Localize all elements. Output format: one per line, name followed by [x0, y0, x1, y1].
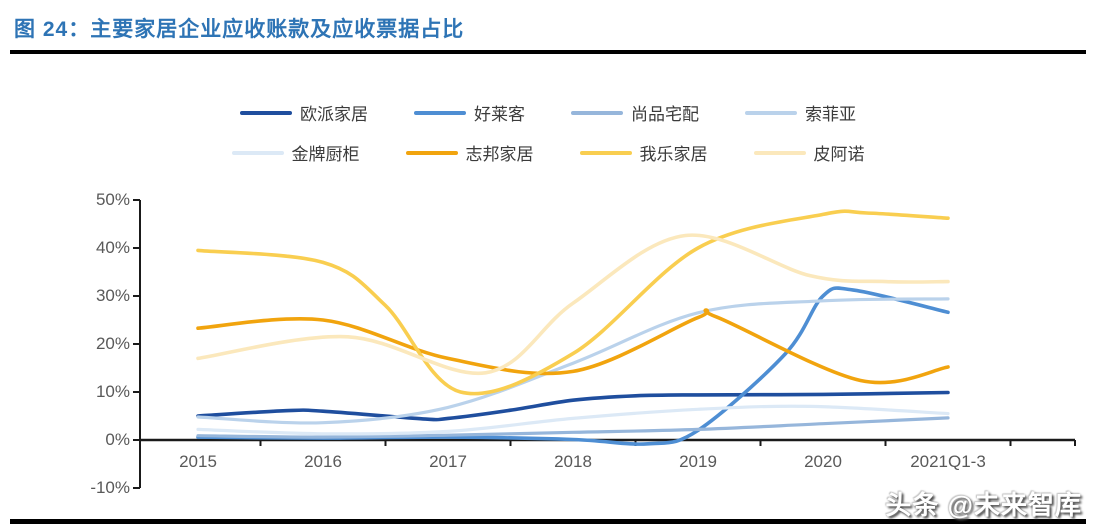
y-axis-label: 0%	[105, 430, 130, 449]
legend-swatch	[231, 150, 284, 155]
x-axis-label: 2020	[804, 452, 842, 471]
y-axis-label: 10%	[95, 382, 130, 401]
legend-swatch	[571, 110, 623, 115]
legend-swatch	[579, 150, 632, 155]
series-line-金牌厨柜	[196, 404, 950, 436]
chart-legend: 欧派家居 好莱客 尚品宅配 索菲亚金牌厨柜 志邦家居 我乐家居 皮阿诺	[0, 100, 1096, 165]
legend-item-好莱客: 好莱客	[414, 100, 525, 125]
x-axis-label: 2018	[554, 452, 592, 471]
legend-item-志邦家居: 志邦家居	[405, 140, 534, 165]
watermark-text: 头条 @未来智库	[885, 490, 1082, 520]
y-axis-label: 20%	[95, 334, 130, 353]
watermark: 头条 @未来智库	[885, 485, 1082, 522]
figure-title: 图 24：主要家居企业应收账款及应收票据占比	[14, 18, 465, 41]
x-axis-label: 2019	[679, 452, 717, 471]
legend-label: 皮阿诺	[813, 145, 865, 164]
series-line-好莱客	[196, 286, 950, 446]
series-line-尚品宅配	[196, 416, 950, 439]
legend-label: 欧派家居	[300, 105, 368, 124]
x-axis-label: 2016	[304, 452, 342, 471]
y-axis-label: -10%	[90, 478, 130, 497]
x-axis-label: 2017	[429, 452, 467, 471]
title-underline	[10, 50, 1086, 54]
y-axis-label: 30%	[95, 286, 130, 305]
legend-item-尚品宅配: 尚品宅配	[571, 100, 699, 125]
legend-label: 我乐家居	[639, 145, 708, 164]
y-axis-label: 40%	[95, 238, 130, 257]
legend-swatch	[414, 110, 466, 115]
legend-item-欧派家居: 欧派家居	[240, 100, 368, 125]
legend-label: 志邦家居	[465, 145, 534, 164]
legend-item-金牌厨柜: 金牌厨柜	[231, 140, 360, 165]
series-line-欧派家居	[196, 390, 950, 422]
legend-row: 金牌厨柜 志邦家居 我乐家居 皮阿诺	[231, 140, 865, 165]
legend-label: 金牌厨柜	[291, 145, 360, 164]
legend-label: 好莱客	[474, 105, 525, 124]
legend-item-皮阿诺: 皮阿诺	[753, 140, 865, 165]
y-axis-label: 50%	[95, 190, 130, 209]
legend-item-索菲亚: 索菲亚	[745, 100, 856, 125]
series-line-我乐家居	[196, 209, 950, 396]
series-line-志邦家居	[196, 308, 950, 385]
legend-row: 欧派家居 好莱客 尚品宅配 索菲亚	[240, 100, 856, 125]
legend-swatch	[753, 150, 806, 155]
legend-swatch	[745, 110, 797, 115]
legend-label: 索菲亚	[805, 105, 856, 124]
series-line-索菲亚	[196, 297, 950, 425]
x-axis-label: 2015	[179, 452, 217, 471]
legend-swatch	[405, 150, 458, 155]
legend-item-我乐家居: 我乐家居	[579, 140, 708, 165]
series-line-皮阿诺	[196, 233, 950, 376]
legend-swatch	[240, 110, 292, 115]
legend-label: 尚品宅配	[631, 105, 699, 124]
x-axis-label: 2021Q1-3	[910, 452, 986, 471]
bottom-rule	[10, 519, 1086, 524]
